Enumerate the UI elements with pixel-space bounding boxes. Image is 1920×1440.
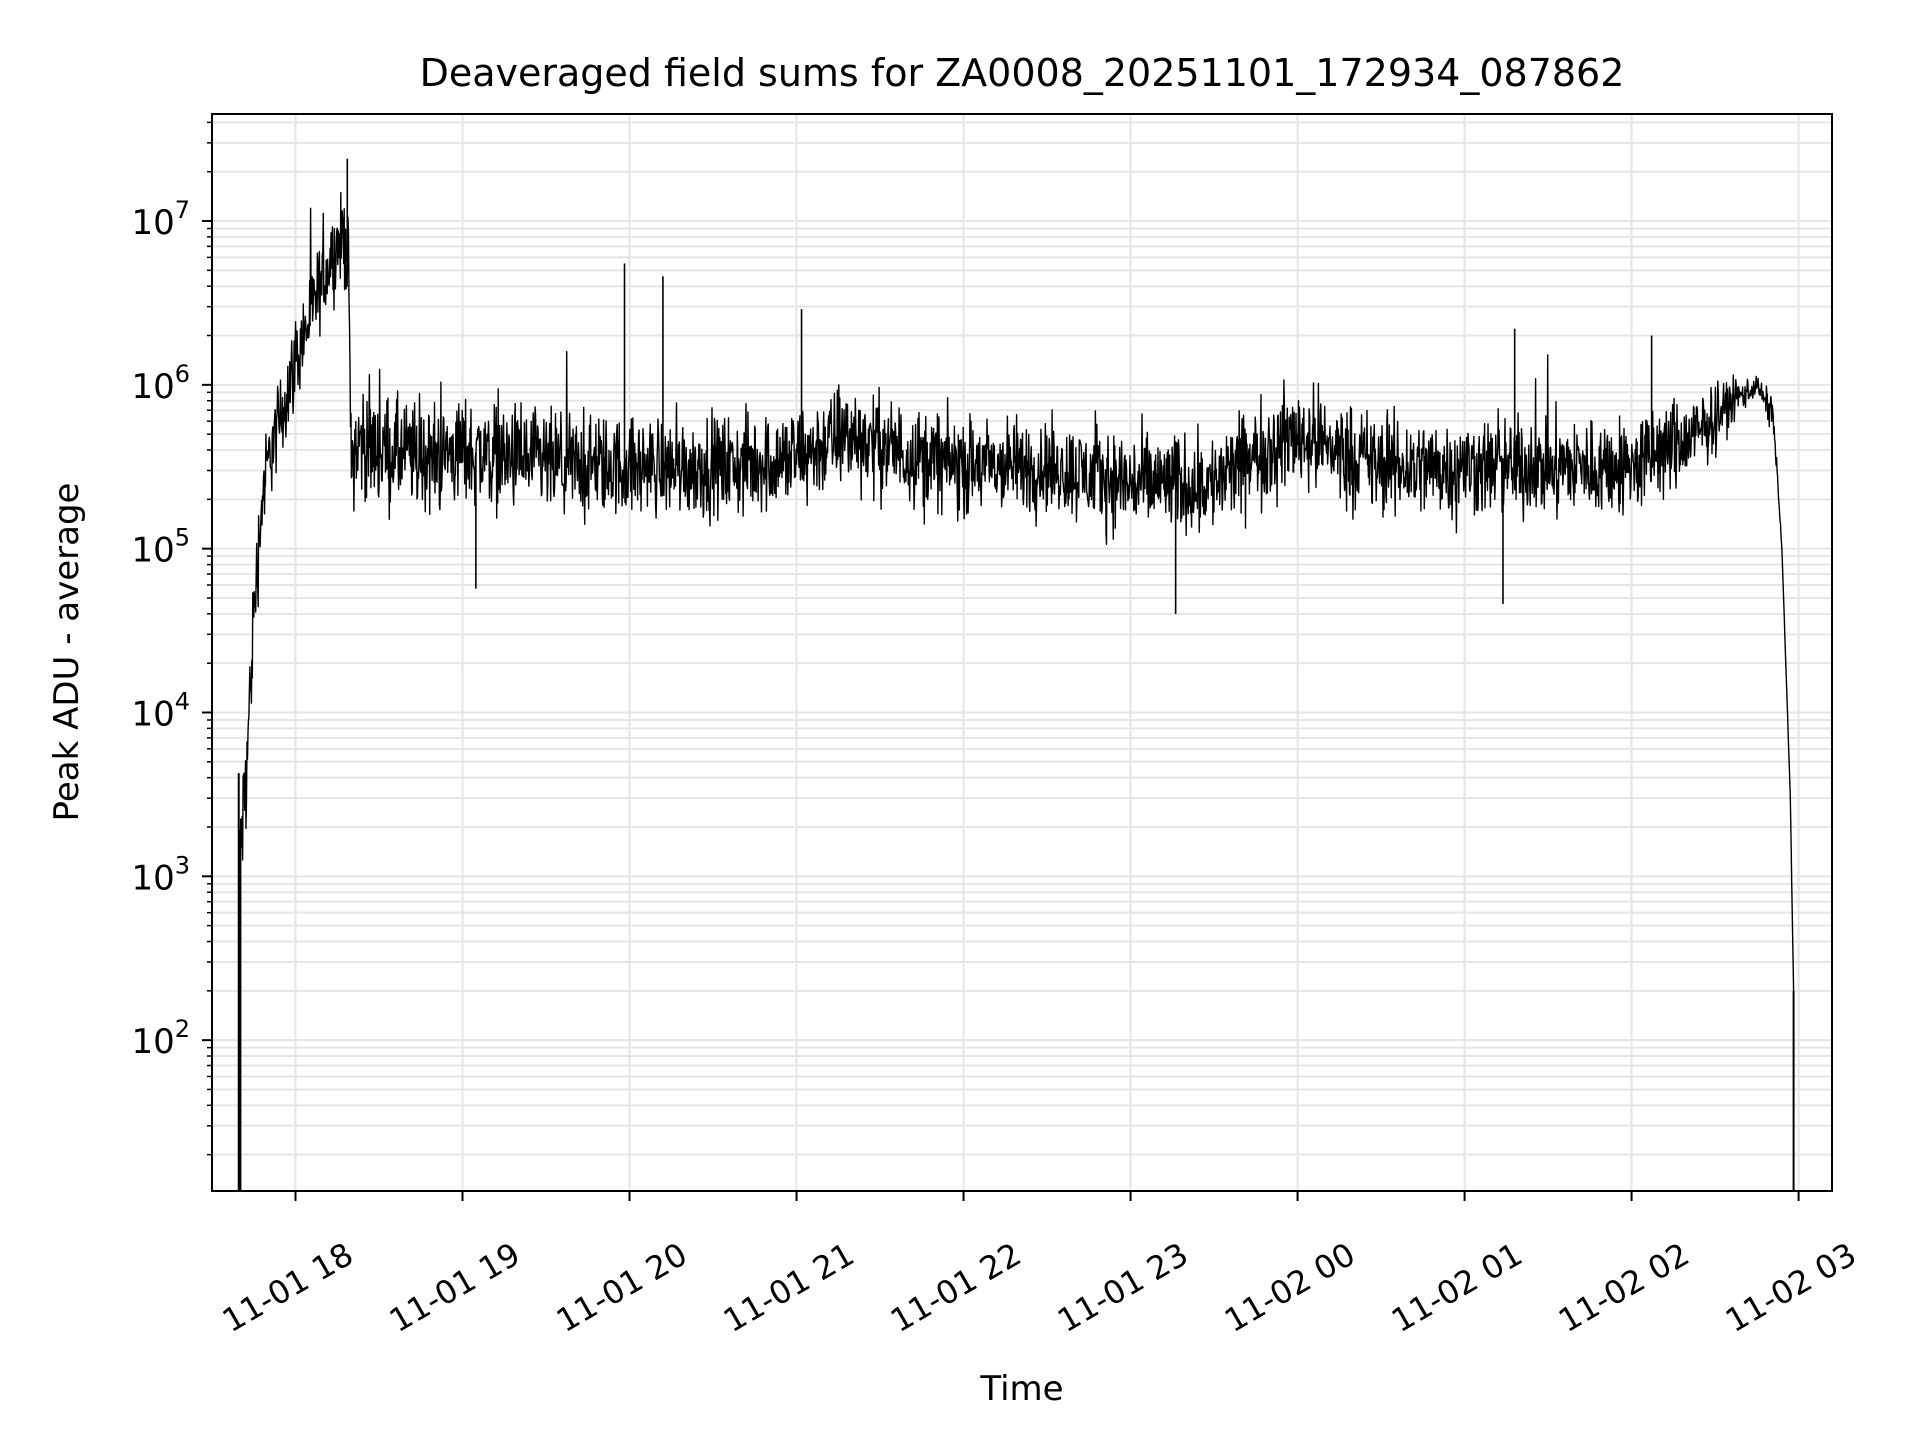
series-layer [237,158,1795,1191]
y-tick-base: 10 [131,694,174,734]
grid [212,114,1832,1191]
y-tick-base: 10 [131,203,174,243]
y-tick-exponent: 7 [175,196,190,224]
y-tick-base: 10 [131,1022,174,1062]
y-tick-base: 10 [131,531,174,571]
y-tick-exponent: 2 [175,1015,190,1043]
y-tick-base: 10 [131,858,174,898]
y-tick-label: 107 [131,196,190,243]
y-tick-label: 102 [131,1015,190,1062]
chart-title: Deaveraged field sums for ZA0008_2025110… [420,51,1625,95]
y-tick-exponent: 6 [175,360,190,388]
y-tick-label: 105 [131,524,190,571]
y-tick-base: 10 [131,367,174,407]
y-tick-label: 104 [131,687,190,734]
axes-frame [211,113,1833,1192]
y-tick-exponent: 4 [175,687,190,715]
y-tick-label: 106 [131,360,190,407]
y-tick-label: 103 [131,851,190,898]
x-axis-label: Time [979,1369,1063,1409]
y-axis-label: Peak ADU - average [47,483,87,822]
y-tick-exponent: 3 [175,851,190,879]
y-tick-exponent: 5 [175,524,190,552]
series-line [238,191,1795,992]
